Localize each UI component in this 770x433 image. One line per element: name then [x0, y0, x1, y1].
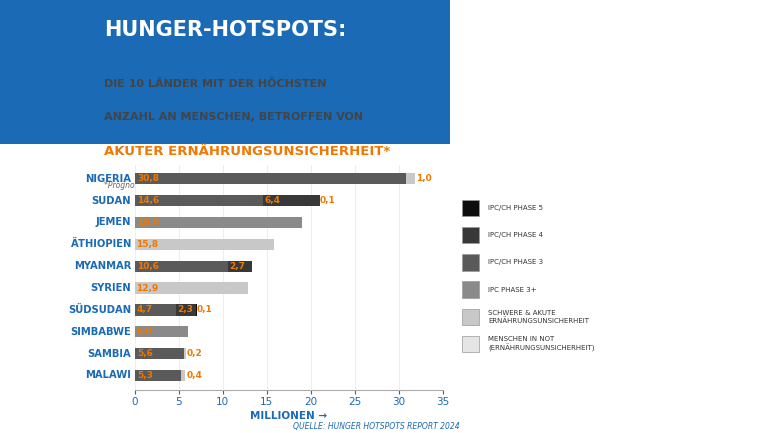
Text: DIE 10 LÄNDER MIT DER HÖCHSTEN: DIE 10 LÄNDER MIT DER HÖCHSTEN	[104, 79, 326, 89]
Bar	[184, 348, 186, 359]
Bar	[135, 239, 274, 250]
Text: 5,6: 5,6	[137, 349, 152, 358]
Text: QUELLE: HUNGER HOTSPOTS REPORT 2024: QUELLE: HUNGER HOTSPOTS REPORT 2024	[293, 422, 459, 431]
Bar	[135, 282, 248, 294]
Bar	[263, 195, 320, 206]
Text: 6,4: 6,4	[265, 196, 280, 205]
Text: SIMBABWE: SIMBABWE	[71, 327, 131, 337]
Text: 14,6: 14,6	[137, 196, 159, 205]
Text: ANZAHL AN MENSCHEN, BETROFFEN VON: ANZAHL AN MENSCHEN, BETROFFEN VON	[104, 112, 363, 122]
Text: JEMEN: JEMEN	[95, 217, 131, 227]
Text: 30,8: 30,8	[137, 174, 159, 183]
Text: 0,2: 0,2	[187, 349, 203, 358]
Text: IPC PHASE 3+: IPC PHASE 3+	[488, 287, 537, 293]
Bar	[196, 304, 197, 316]
Text: SCHWERE & AKUTE
ERNÄHRUNGSUNSICHERHEIT: SCHWERE & AKUTE ERNÄHRUNGSUNSICHERHEIT	[488, 310, 589, 324]
Bar	[135, 326, 188, 337]
Text: 15,8: 15,8	[136, 240, 159, 249]
Bar	[135, 370, 182, 381]
Text: 1,0: 1,0	[416, 174, 432, 183]
Text: 6,0: 6,0	[137, 327, 152, 336]
Text: MENSCHEN IN NOT
(ERNÄHRUNGSUNSICHERHEIT): MENSCHEN IN NOT (ERNÄHRUNGSUNSICHERHEIT)	[488, 336, 594, 352]
Text: 2,7: 2,7	[229, 262, 246, 271]
Text: 10,6: 10,6	[137, 262, 159, 271]
Text: IPC/CH PHASE 5: IPC/CH PHASE 5	[488, 205, 543, 211]
Text: IPC/CH PHASE 4: IPC/CH PHASE 4	[488, 232, 543, 238]
Bar	[135, 348, 184, 359]
Bar	[228, 261, 252, 272]
Text: 12,9: 12,9	[136, 284, 159, 293]
Text: IPC/CH PHASE 3: IPC/CH PHASE 3	[488, 259, 544, 265]
Text: 0,4: 0,4	[186, 371, 202, 380]
Text: SÜDSUDAN: SÜDSUDAN	[68, 305, 131, 315]
Text: 5,3: 5,3	[137, 371, 152, 380]
Bar	[135, 195, 263, 206]
Text: 19,0: 19,0	[137, 218, 159, 227]
Text: SUDAN: SUDAN	[92, 196, 131, 206]
Bar	[135, 217, 302, 228]
Text: SYRIEN: SYRIEN	[91, 283, 131, 293]
Text: *Prognose von November 2024 - Mai 2025: *Prognose von November 2024 - Mai 2025	[104, 181, 266, 190]
Text: SAMBIA: SAMBIA	[88, 349, 131, 359]
Text: NIGERIA: NIGERIA	[85, 174, 131, 184]
Text: MYANMAR: MYANMAR	[74, 261, 131, 271]
Text: 0,1: 0,1	[320, 196, 336, 205]
Text: AKUTER ERNÄHRUNGSUNSICHERHEIT*: AKUTER ERNÄHRUNGSUNSICHERHEIT*	[104, 145, 390, 158]
Bar	[406, 173, 414, 184]
Bar	[135, 173, 406, 184]
Bar	[135, 261, 228, 272]
X-axis label: MILLIONEN →: MILLIONEN →	[250, 411, 327, 421]
Bar	[176, 304, 196, 316]
Text: MALAWI: MALAWI	[85, 371, 131, 381]
Text: HUNGER-HOTSPOTS:: HUNGER-HOTSPOTS:	[104, 20, 346, 40]
Bar	[135, 304, 176, 316]
Text: 4,7: 4,7	[137, 305, 153, 314]
Text: ÄTHIOPIEN: ÄTHIOPIEN	[71, 239, 131, 249]
Text: 0,1: 0,1	[197, 305, 213, 314]
Bar	[182, 370, 185, 381]
Text: 2,3: 2,3	[177, 305, 193, 314]
